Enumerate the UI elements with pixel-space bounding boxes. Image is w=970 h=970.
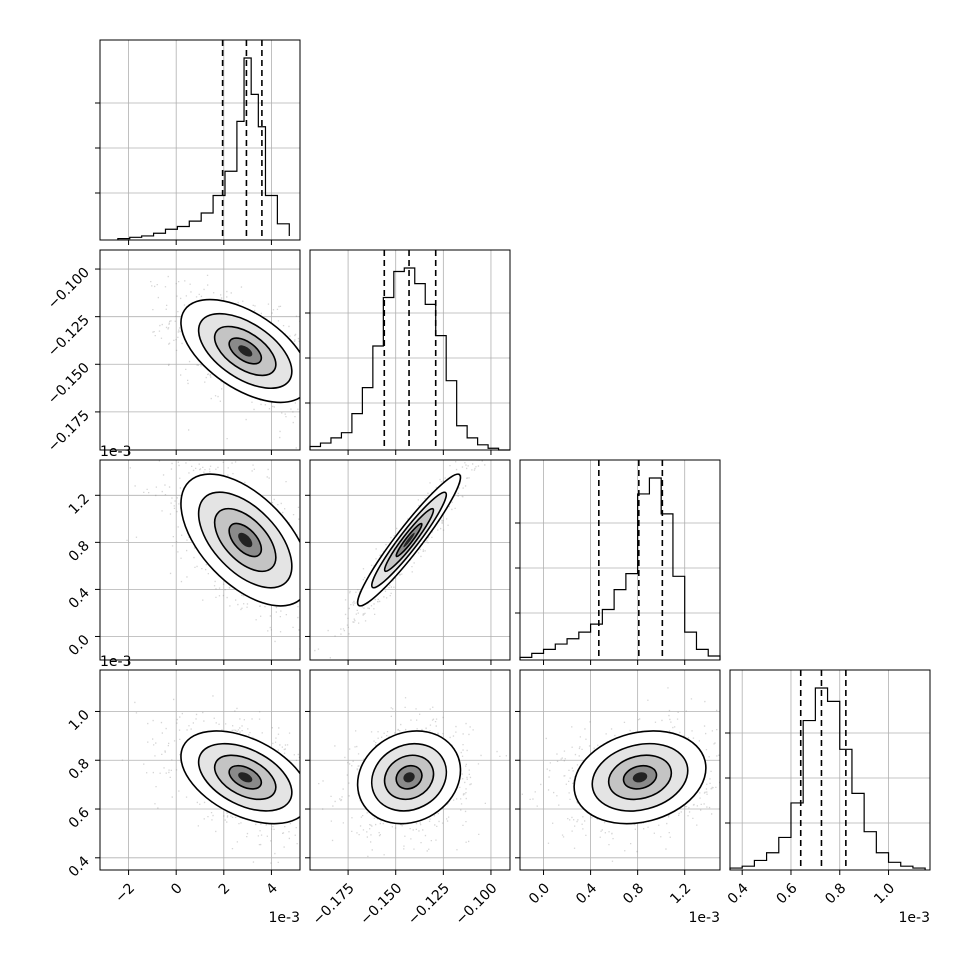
panel-0-0 (100, 40, 300, 240)
y-offset-label: 1e-3 (100, 444, 131, 460)
contour-level-4 (238, 345, 253, 357)
y-tick-label: −0.150 (45, 360, 93, 408)
contour-level-4 (403, 532, 415, 548)
scatter-dots (520, 687, 720, 862)
scatter-points (520, 687, 720, 862)
y-tick-label: 1.2 (66, 491, 93, 518)
x-tick-label: −0.175 (310, 880, 358, 928)
x-tick-label: 1.0 (871, 880, 898, 907)
y-tick-label: −0.175 (45, 407, 93, 455)
contour-level-4 (238, 772, 253, 783)
panel-frame (309, 459, 511, 661)
scatter-points (126, 460, 300, 650)
panel-frame (519, 669, 721, 871)
y-tick-label: 0.8 (66, 538, 93, 565)
panel-frame (99, 39, 301, 241)
scatter-points (121, 695, 300, 864)
x-tick-label: 0.6 (774, 880, 801, 907)
histogram-series (519, 477, 721, 660)
panel-1-0 (100, 250, 300, 450)
panel-frame (309, 669, 511, 871)
panel-1-1 (309, 250, 510, 451)
x-tick-label: 4 (263, 880, 281, 898)
y-tick-label: 0.4 (66, 853, 93, 880)
scatter-points (318, 697, 507, 857)
x-tick-label: 1.2 (667, 880, 694, 907)
panel-frame (729, 669, 931, 871)
histogram-series (117, 57, 290, 240)
histogram-series (729, 687, 926, 870)
x-offset-label: 1e-3 (269, 910, 300, 926)
x-tick-label: −0.100 (453, 880, 501, 928)
panel-frame (99, 249, 301, 451)
contour-level-4 (403, 772, 415, 783)
y-tick-label: 0.4 (66, 585, 93, 612)
panel-frame (99, 669, 301, 871)
panel-frame (309, 249, 511, 451)
x-offset-label: 1e-3 (689, 910, 720, 926)
x-offset-label: 1e-3 (899, 910, 930, 926)
y-tick-label: −0.100 (45, 265, 93, 313)
panel-3-0 (100, 670, 300, 870)
y-tick-label: 0.0 (66, 632, 93, 659)
x-tick-label: −2 (112, 880, 138, 906)
x-tick-label: 0.0 (526, 880, 553, 907)
x-tick-label: 0.8 (620, 880, 647, 907)
y-tick-label: −0.125 (45, 312, 93, 360)
contour-level-4 (238, 532, 253, 548)
panel-3-3 (729, 670, 930, 870)
histogram-series (309, 267, 510, 451)
panel-2-2 (519, 460, 721, 660)
y-tick-label: 0.6 (66, 804, 93, 831)
scatter-points (314, 460, 486, 659)
x-tick-label: 0.4 (725, 880, 752, 907)
panel-2-1 (310, 460, 510, 660)
y-tick-label: 1.0 (66, 707, 93, 734)
panel-frame (99, 459, 301, 661)
y-tick-label: 0.8 (66, 756, 93, 783)
x-tick-label: 0.8 (822, 880, 849, 907)
contour-level-4 (632, 772, 648, 783)
scatter-points (150, 274, 300, 449)
x-tick-label: 2 (216, 880, 234, 898)
panel-3-1 (310, 670, 510, 870)
y-offset-label: 1e-3 (100, 654, 131, 670)
panel-2-0 (100, 460, 300, 660)
x-tick-label: 0.4 (573, 880, 600, 907)
x-tick-label: −0.150 (357, 880, 405, 928)
panel-3-2 (520, 670, 720, 870)
x-tick-label: −0.125 (405, 880, 453, 928)
panel-frame (519, 459, 721, 661)
x-tick-label: 0 (168, 880, 186, 898)
